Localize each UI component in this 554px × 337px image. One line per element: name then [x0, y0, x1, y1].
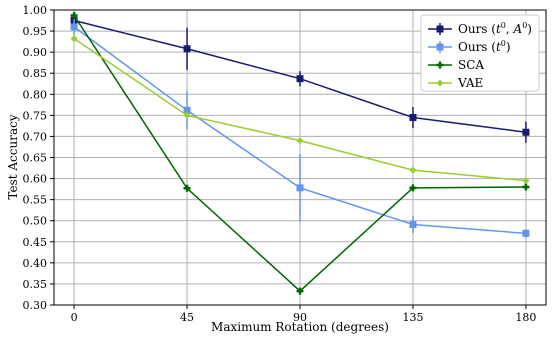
legend-label-superscript: 0	[522, 21, 527, 30]
data-point	[409, 166, 417, 174]
series-0	[70, 16, 530, 143]
legend-label-part: Ours (	[458, 22, 496, 36]
series-layer	[70, 11, 530, 295]
y-tick-label: 0.60	[23, 173, 48, 186]
legend-label-part: A	[513, 22, 523, 36]
y-axis: 0.30 0.35 0.40 0.45 0.50 0.55 0.60 0.65 0.70 0.75…	[23, 4, 54, 312]
series-2	[70, 11, 530, 295]
data-point	[409, 184, 417, 192]
data-point	[522, 177, 530, 185]
x-tick-label: 135	[402, 311, 423, 324]
legend-label-part: ,	[506, 22, 514, 36]
x-tick-label: 180	[515, 311, 536, 324]
legend-label-part: )	[527, 22, 532, 36]
y-tick-label: 0.80	[23, 88, 48, 101]
y-axis-label: Test Accuracy	[6, 114, 20, 199]
y-tick-label: 0.35	[23, 278, 48, 291]
data-point	[183, 106, 191, 114]
series-1	[70, 18, 530, 238]
legend-marker	[436, 61, 444, 69]
y-tick-label: 0.65	[23, 152, 48, 165]
series-3	[70, 35, 530, 185]
y-tick-label: 0.55	[23, 194, 48, 207]
data-point	[522, 229, 530, 237]
y-tick-label: 1.00	[23, 4, 48, 17]
data-point	[183, 111, 191, 119]
legend-label-part: )	[506, 40, 511, 54]
legend-label: Ours (t0, A0)	[458, 21, 532, 36]
legend-marker	[436, 79, 444, 87]
legend-item: Ours (t0)	[428, 39, 511, 54]
data-point	[522, 128, 530, 136]
legend-label-superscript: 0	[501, 39, 506, 48]
y-tick-label: 0.90	[23, 46, 48, 59]
y-tick-label: 0.40	[23, 257, 48, 270]
data-point	[296, 287, 304, 295]
x-tick-label: 90	[293, 311, 307, 324]
data-point	[522, 183, 530, 191]
data-point	[70, 23, 78, 31]
data-point	[70, 35, 78, 43]
x-axis: 0 45 90 135 180	[71, 305, 536, 324]
legend-label: SCA	[458, 58, 484, 72]
x-axis-label: Maximum Rotation (degrees)	[211, 320, 389, 334]
legend-label-part: t	[496, 22, 501, 36]
y-tick-label: 0.30	[23, 299, 48, 312]
data-point	[183, 45, 191, 53]
data-point	[70, 11, 78, 19]
data-point	[296, 137, 304, 145]
y-tick-label: 0.85	[23, 67, 48, 80]
legend-label-part: t	[496, 40, 501, 54]
legend-label: VAE	[457, 76, 483, 90]
x-tick-label: 0	[71, 311, 78, 324]
legend-item: SCA	[428, 58, 484, 72]
legend-item: VAE	[428, 76, 483, 90]
data-point	[296, 75, 304, 83]
y-tick-label: 0.70	[23, 130, 48, 143]
data-point	[409, 221, 417, 229]
y-tick-label: 0.50	[23, 215, 48, 228]
y-tick-label: 0.75	[23, 109, 48, 122]
legend-label-superscript: 0	[501, 21, 506, 30]
legend-label: Ours (t0)	[458, 39, 511, 54]
data-point	[183, 184, 191, 192]
y-tick-label: 0.45	[23, 236, 48, 249]
x-tick-label: 45	[180, 311, 194, 324]
legend-label-part: Ours (	[458, 40, 496, 54]
data-point	[296, 184, 304, 192]
data-point	[409, 113, 417, 121]
legend-marker	[436, 43, 444, 51]
legend-marker	[436, 25, 444, 33]
y-tick-label: 0.95	[23, 25, 48, 38]
legend-box	[420, 14, 540, 92]
legend-item: Ours (t0, A0)	[428, 21, 532, 36]
